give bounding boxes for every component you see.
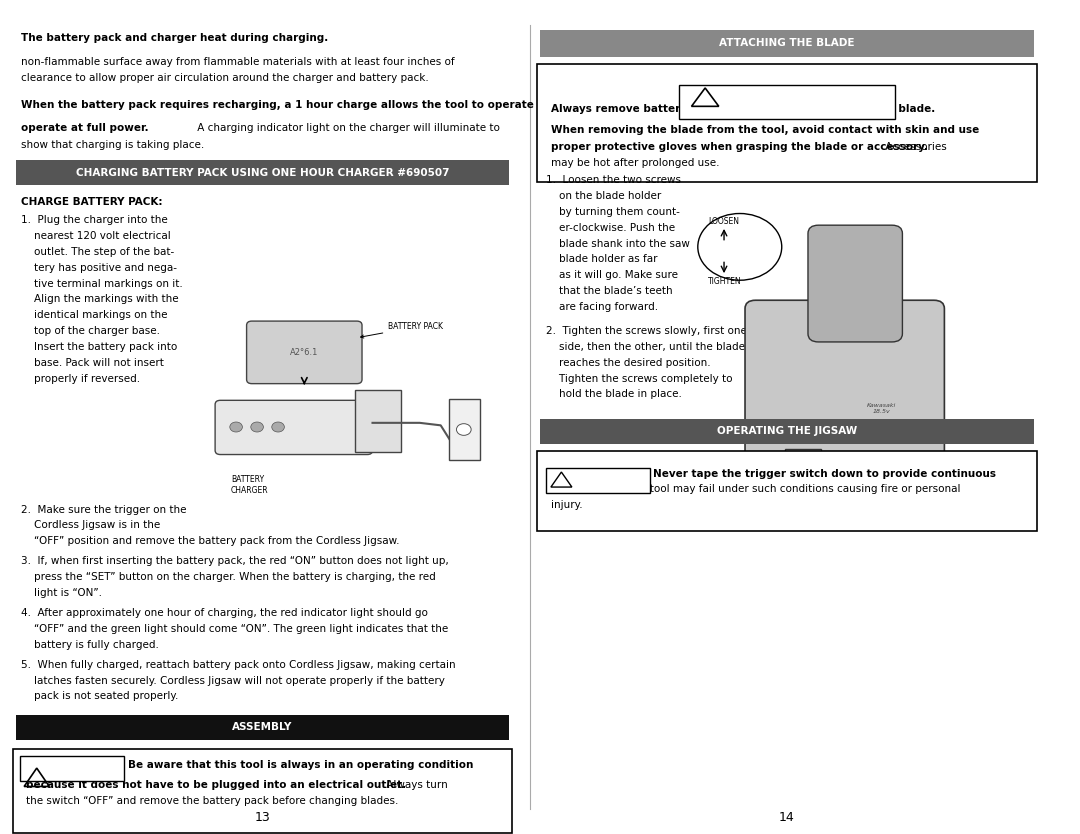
FancyBboxPatch shape <box>808 225 903 342</box>
Circle shape <box>251 422 264 432</box>
FancyBboxPatch shape <box>537 64 1037 182</box>
Text: are facing forward.: are facing forward. <box>545 302 658 312</box>
Text: nearest 120 volt electrical: nearest 120 volt electrical <box>21 231 171 241</box>
FancyBboxPatch shape <box>679 85 895 119</box>
FancyBboxPatch shape <box>785 449 821 519</box>
Text: Insert the battery pack into: Insert the battery pack into <box>21 342 177 352</box>
Text: outlet. The step of the bat-: outlet. The step of the bat- <box>21 247 174 257</box>
Text: press the “SET” button on the charger. When the battery is charging, the red: press the “SET” button on the charger. W… <box>21 572 435 582</box>
Text: because it does not have to be plugged into an electrical outlet.: because it does not have to be plugged i… <box>26 780 406 790</box>
Text: may be hot after prolonged use.: may be hot after prolonged use. <box>551 158 719 168</box>
Text: on the blade holder: on the blade holder <box>545 191 661 201</box>
Circle shape <box>230 422 242 432</box>
Text: tery has positive and nega-: tery has positive and nega- <box>21 263 177 273</box>
Text: !: ! <box>559 475 564 484</box>
Text: operate at full power.: operate at full power. <box>21 123 149 133</box>
Text: non-flammable surface away from flammable materials with at least four inches of: non-flammable surface away from flammabl… <box>21 57 455 67</box>
Text: show that charging is taking place.: show that charging is taking place. <box>21 140 204 150</box>
Text: 2.  Tighten the screws slowly, first one: 2. Tighten the screws slowly, first one <box>545 326 746 336</box>
FancyBboxPatch shape <box>13 749 512 833</box>
Text: properly if reversed.: properly if reversed. <box>21 374 140 384</box>
FancyBboxPatch shape <box>540 30 1034 57</box>
Text: the switch “OFF” and remove the battery pack before changing blades.: the switch “OFF” and remove the battery … <box>26 796 399 806</box>
Text: ATTACHING THE BLADE: ATTACHING THE BLADE <box>719 38 854 48</box>
Text: battery is fully charged.: battery is fully charged. <box>21 640 159 650</box>
Text: 5.  When fully charged, reattach battery pack onto Cordless Jigsaw, making certa: 5. When fully charged, reattach battery … <box>21 660 456 670</box>
Text: side, then the other, until the blade: side, then the other, until the blade <box>545 342 744 352</box>
Circle shape <box>272 422 284 432</box>
Text: Never tape the trigger switch down to provide continuous: Never tape the trigger switch down to pr… <box>652 469 996 479</box>
Text: injury.: injury. <box>551 500 582 510</box>
Text: hold the blade in place.: hold the blade in place. <box>545 389 681 399</box>
FancyBboxPatch shape <box>354 390 401 452</box>
Text: Cordless Jigsaw is in the: Cordless Jigsaw is in the <box>21 520 160 530</box>
Text: CHARGE BATTERY PACK:: CHARGE BATTERY PACK: <box>21 197 162 207</box>
Text: Kawasaki
18.5v: Kawasaki 18.5v <box>867 404 896 414</box>
FancyBboxPatch shape <box>545 468 649 493</box>
Text: 1.  Plug the charger into the: 1. Plug the charger into the <box>21 215 167 225</box>
Text: 1.  Loosen the two screws: 1. Loosen the two screws <box>545 175 680 185</box>
Text: blade holder as far: blade holder as far <box>545 254 657 264</box>
Text: base. Pack will not insert: base. Pack will not insert <box>21 358 164 368</box>
Text: as it will go. Make sure: as it will go. Make sure <box>545 270 677 280</box>
FancyBboxPatch shape <box>16 715 509 740</box>
Text: “OFF” and the green light should come “ON”. The green light indicates that the: “OFF” and the green light should come “O… <box>21 624 448 634</box>
Text: A2°6.1: A2°6.1 <box>291 349 319 357</box>
Text: Accessories: Accessories <box>882 142 947 152</box>
Text: that the blade’s teeth: that the blade’s teeth <box>545 286 672 296</box>
Text: top of the charger base.: top of the charger base. <box>21 326 160 336</box>
Text: LOOSEN: LOOSEN <box>708 218 740 226</box>
Text: The battery pack and charger heat during charging.: The battery pack and charger heat during… <box>21 33 328 43</box>
Text: Always remove battery pack before installing or removing blade.: Always remove battery pack before instal… <box>551 104 935 114</box>
Text: A charging indicator light on the charger will illuminate to: A charging indicator light on the charge… <box>194 123 500 133</box>
FancyBboxPatch shape <box>246 321 362 384</box>
FancyBboxPatch shape <box>537 451 1037 531</box>
FancyBboxPatch shape <box>16 160 509 185</box>
Text: 4.  After approximately one hour of charging, the red indicator light should go: 4. After approximately one hour of charg… <box>21 608 428 618</box>
FancyBboxPatch shape <box>449 399 480 460</box>
Text: latches fasten securely. Cordless Jigsaw will not operate properly if the batter: latches fasten securely. Cordless Jigsaw… <box>21 676 445 686</box>
Text: blade shank into the saw: blade shank into the saw <box>545 239 689 249</box>
Text: 14: 14 <box>779 811 795 824</box>
Text: 13: 13 <box>255 811 270 824</box>
Text: clearance to allow proper air circulation around the charger and battery pack.: clearance to allow proper air circulatio… <box>21 73 429 83</box>
Text: !: ! <box>703 93 707 102</box>
Text: BATTERY
CHARGER: BATTERY CHARGER <box>231 475 269 495</box>
Text: Be aware that this tool is always in an operating condition: Be aware that this tool is always in an … <box>129 760 473 770</box>
Text: !: ! <box>35 775 39 783</box>
Text: 3.  If, when first inserting the battery pack, the red “ON” button does not ligh: 3. If, when first inserting the battery … <box>21 556 448 566</box>
Text: When removing the blade from the tool, avoid contact with skin and use: When removing the blade from the tool, a… <box>551 125 980 135</box>
FancyBboxPatch shape <box>215 400 373 455</box>
Text: by turning them count-: by turning them count- <box>545 207 679 217</box>
Text: 2.  Make sure the trigger on the: 2. Make sure the trigger on the <box>21 505 187 515</box>
Text: light is “ON”.: light is “ON”. <box>21 588 102 598</box>
Text: Tighten the screws completely to: Tighten the screws completely to <box>545 374 732 384</box>
FancyBboxPatch shape <box>745 300 944 475</box>
Text: The tool may fail under such conditions causing fire or personal: The tool may fail under such conditions … <box>624 484 961 494</box>
Text: BATTERY PACK: BATTERY PACK <box>361 323 443 338</box>
Text: Always turn: Always turn <box>383 780 448 790</box>
Text: proper protective gloves when grasping the blade or accessory.: proper protective gloves when grasping t… <box>551 142 928 152</box>
FancyBboxPatch shape <box>19 756 124 781</box>
Text: When the battery pack requires recharging, a 1 hour charge allows the tool to op: When the battery pack requires rechargin… <box>21 100 616 110</box>
FancyBboxPatch shape <box>540 419 1034 444</box>
Text: “OFF” position and remove the battery pack from the Cordless Jigsaw.: “OFF” position and remove the battery pa… <box>21 536 400 546</box>
Text: er-clockwise. Push the: er-clockwise. Push the <box>545 223 675 233</box>
Text: OPERATING THE JIGSAW: OPERATING THE JIGSAW <box>717 426 858 436</box>
Text: WARNING: WARNING <box>573 475 631 485</box>
Text: tive terminal markings on it.: tive terminal markings on it. <box>21 279 183 289</box>
Text: reaches the desired position.: reaches the desired position. <box>545 358 711 368</box>
Text: high speed.: high speed. <box>551 484 620 494</box>
Text: ASSEMBLY: ASSEMBLY <box>232 722 293 732</box>
Text: identical markings on the: identical markings on the <box>21 310 167 320</box>
Text: CHARGING BATTERY PACK USING ONE HOUR CHARGER #690507: CHARGING BATTERY PACK USING ONE HOUR CHA… <box>76 168 449 178</box>
Text: WARNING: WARNING <box>41 764 102 774</box>
Text: WARNING: WARNING <box>764 96 832 108</box>
Text: TIGHTEN: TIGHTEN <box>708 278 742 286</box>
Text: pack is not seated properly.: pack is not seated properly. <box>21 691 178 701</box>
Circle shape <box>457 424 471 435</box>
Text: Align the markings with the: Align the markings with the <box>21 294 178 304</box>
